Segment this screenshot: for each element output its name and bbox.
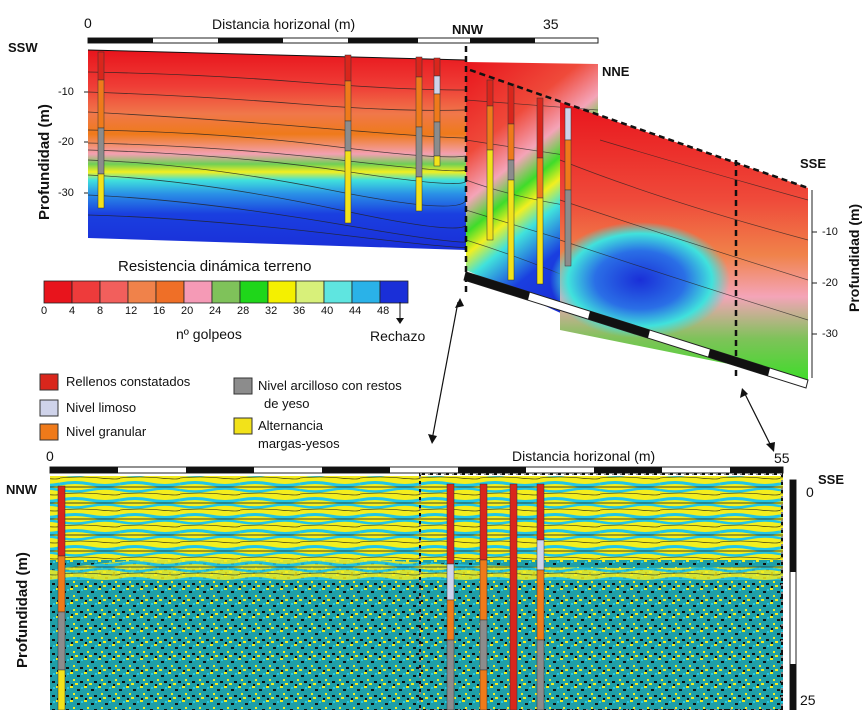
colorbar-swatch: [211, 280, 241, 304]
orient-label-nnw-top: NNW: [452, 22, 484, 37]
colorbar-tick-label: 36: [293, 305, 306, 317]
legend-label-arcilloso: Nivel arcilloso con restos: [258, 378, 402, 393]
legend-label-rellenos: Rellenos constatados: [66, 374, 191, 389]
bottom-depth-bottom: 25: [800, 692, 816, 708]
colorbar-tick-label: 20: [181, 305, 194, 317]
colorbar-tick-label: 44: [349, 305, 362, 317]
colorbar-tick-label: 32: [265, 305, 278, 317]
legend-label-alternancia-2: margas-yesos: [258, 436, 340, 451]
colorbar: [43, 280, 409, 304]
ylabel-top-left: Profundidad (m): [36, 104, 53, 220]
orient-label-ssw: SSW: [8, 40, 38, 55]
borehole-7: [536, 97, 544, 285]
colorbar-tick-label: 28: [237, 305, 250, 317]
bottom-depth-top: 0: [806, 484, 814, 500]
borehole-b3: [479, 483, 488, 710]
legend-label-arcilloso-2: de yeso: [264, 396, 310, 411]
colorbar-max-label: Rechazo: [370, 328, 426, 344]
top-axis-bar: [87, 37, 599, 44]
colorbar-tick-label: 16: [153, 305, 166, 317]
bottom-axis-bar: [49, 466, 784, 474]
orient-label-nnw-bottom: NNW: [6, 482, 38, 497]
colorbar-swatch: [323, 280, 353, 304]
depth-tick-right: -20: [822, 277, 838, 289]
colorbar-swatch: [183, 280, 213, 304]
borehole-3: [415, 56, 423, 212]
borehole-2: [344, 54, 352, 224]
colorbar-swatch: [71, 280, 101, 304]
section-ssw-nnw: [88, 50, 466, 250]
depth-tick-right: -30: [822, 328, 838, 340]
colorbar-title: Resistencia dinámica terreno: [118, 258, 312, 275]
bottom-axis-title: Distancia horizonal (m): [512, 448, 656, 464]
borehole-8: [564, 107, 572, 267]
borehole-5: [486, 79, 494, 241]
ylabel-top-right: Profundidad (m): [846, 203, 862, 312]
colorbar-swatch: [267, 280, 297, 304]
colorbar-unit-label: nº golpeos: [176, 326, 242, 342]
colorbar-tick-label: 0: [41, 305, 48, 317]
depth-tick-right: -10: [822, 226, 838, 238]
borehole-b1: [57, 485, 66, 710]
colorbar-swatch: [155, 280, 185, 304]
colorbar-tick-label: 48: [377, 305, 390, 317]
borehole-b5: [536, 483, 545, 710]
bottom-axis-start: 0: [46, 448, 54, 464]
borehole-b2: [446, 483, 455, 710]
legend-label-limoso: Nivel limoso: [66, 400, 137, 415]
legend-label-alternancia: Alternancia: [258, 418, 324, 433]
seismic-lower: [50, 560, 783, 710]
top-axis-start: 0: [84, 15, 92, 31]
top-axis-title: Distancia horizonal (m): [212, 16, 356, 32]
colorbar-swatch: [99, 280, 129, 304]
colorbar-swatch: [379, 280, 409, 304]
borehole-4: [433, 57, 441, 167]
colorbar-tick-label: 40: [321, 305, 334, 317]
borehole-1: [97, 51, 105, 209]
colorbar-tick-label: 12: [125, 305, 138, 317]
orient-label-nne: NNE: [602, 64, 630, 79]
colorbar-swatch: [127, 280, 157, 304]
right-axis-bar: [463, 271, 809, 389]
colorbar-swatch: [43, 280, 73, 304]
colorbar-tick-label: 8: [97, 305, 104, 317]
blue-anomaly: [550, 222, 730, 338]
orient-label-sse-top: SSE: [800, 156, 827, 171]
depth-tick-left: -30: [58, 187, 74, 199]
depth-tick-left: -20: [58, 136, 74, 148]
legend-swatches: [39, 373, 253, 441]
colorbar-swatch: [295, 280, 325, 304]
orient-label-sse-bottom: SSE: [818, 472, 845, 487]
bottom-axis-end: 55: [774, 450, 790, 466]
depth-tick-left: -10: [58, 86, 74, 98]
borehole-6: [507, 83, 515, 281]
legend-label-granular: Nivel granular: [66, 424, 147, 439]
borehole-b4: [509, 483, 518, 710]
colorbar-tick-label: 24: [209, 305, 222, 317]
ylabel-bottom: Profundidad (m): [14, 552, 31, 668]
colorbar-swatch: [239, 280, 269, 304]
top-axis-end: 35: [543, 16, 559, 32]
colorbar-swatch: [351, 280, 381, 304]
bottom-depth-scale: [789, 479, 797, 710]
colorbar-tick-label: 4: [69, 305, 76, 317]
